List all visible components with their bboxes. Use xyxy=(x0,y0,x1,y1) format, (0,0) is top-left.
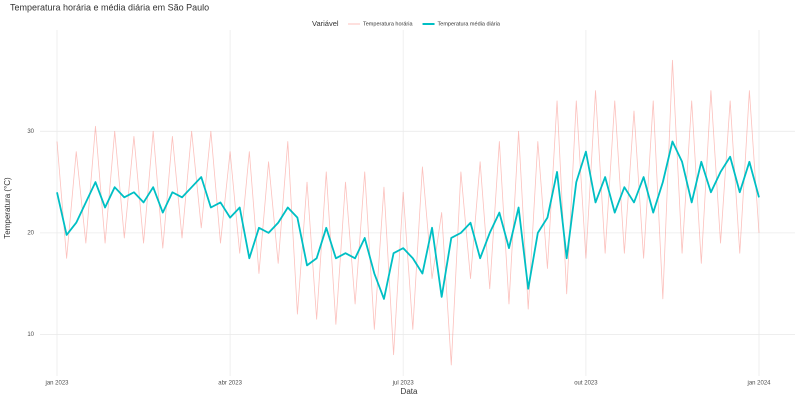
x-tick-label: out 2023 xyxy=(574,381,598,387)
x-tick-label: jan 2024 xyxy=(746,381,771,387)
x-axis-title: Data xyxy=(401,387,418,396)
legend-label: Temperatura horária xyxy=(363,21,413,27)
x-tick-label: abr 2023 xyxy=(218,381,242,387)
chart-title: Temperatura horária e média diária em Sã… xyxy=(10,2,209,12)
y-tick-label: 10 xyxy=(27,332,34,338)
y-tick-label: 20 xyxy=(27,230,34,236)
legend-title: Variável xyxy=(312,19,339,28)
y-axis-title: Temperatura (°C) xyxy=(3,177,12,239)
x-tick-label: jul 2023 xyxy=(392,381,415,387)
x-tick-label: jan 2023 xyxy=(44,381,69,387)
y-tick-label: 30 xyxy=(27,129,34,135)
legend-label: Temperatura média diária xyxy=(438,21,501,27)
series-line xyxy=(56,59,760,366)
series-line xyxy=(56,140,760,300)
